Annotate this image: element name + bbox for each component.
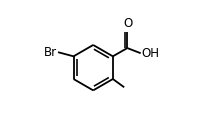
Text: OH: OH [142,47,159,60]
Text: Br: Br [44,46,57,59]
Text: O: O [123,17,132,30]
